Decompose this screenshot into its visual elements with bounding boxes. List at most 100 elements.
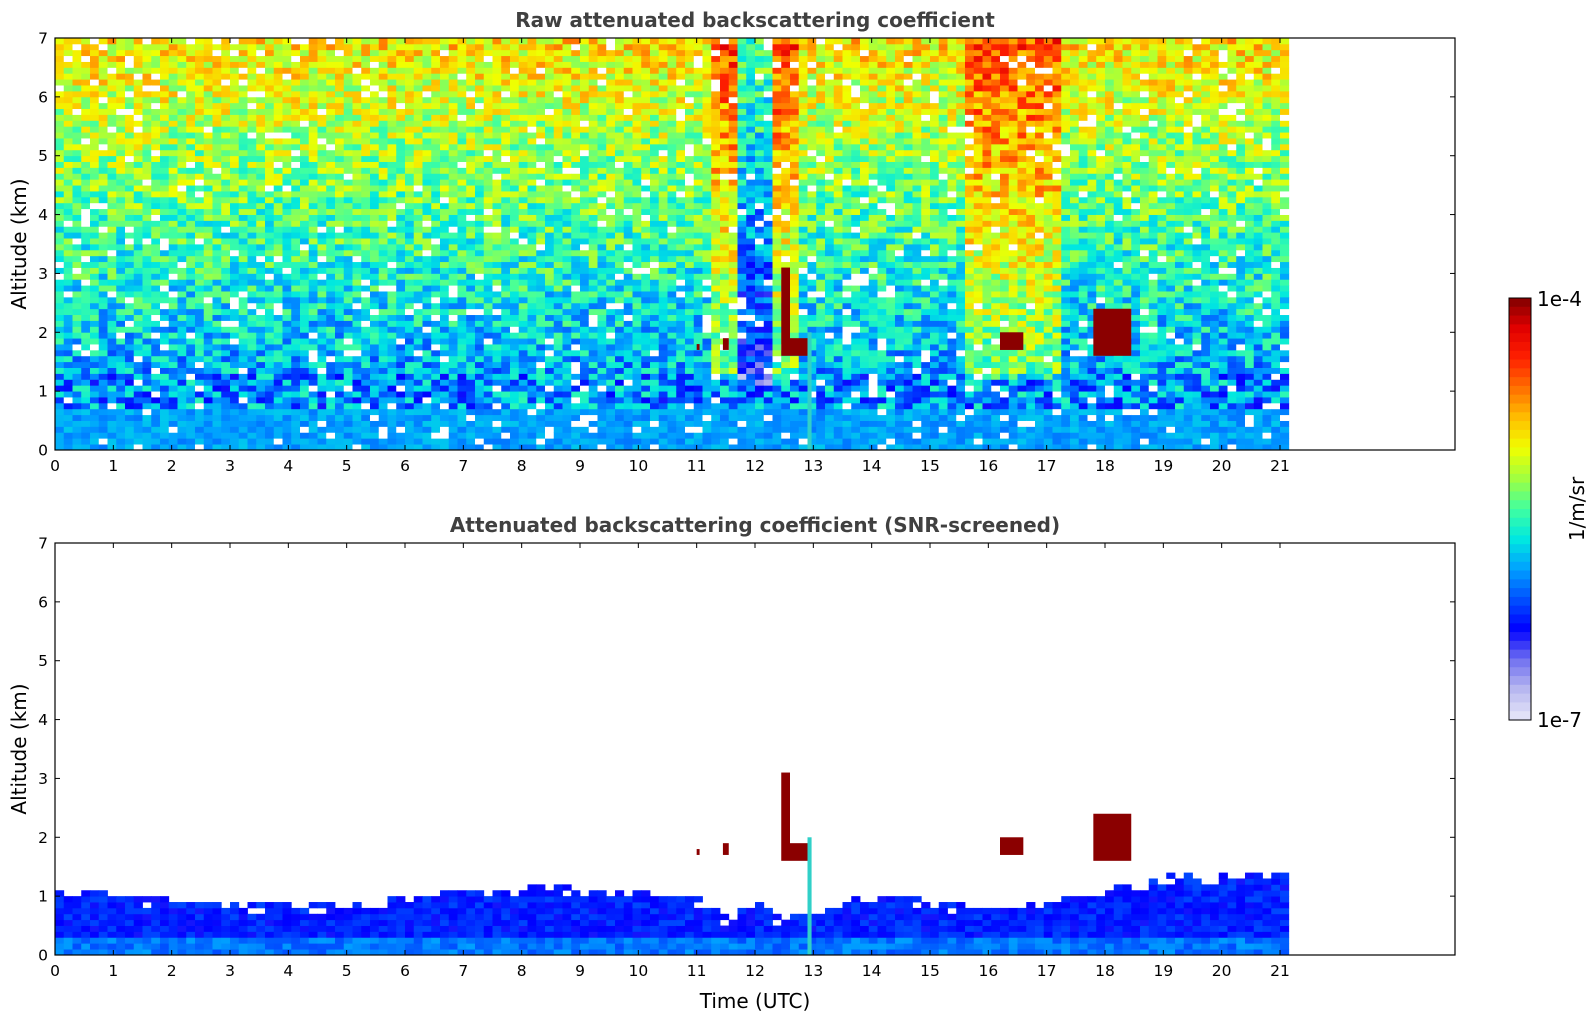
heatmap-cell (440, 273, 450, 280)
heatmap-cell (282, 397, 292, 404)
heatmap-cell (55, 261, 65, 268)
heatmap-cell (343, 143, 353, 151)
heatmap-cell (107, 291, 117, 298)
heatmap-cell (378, 161, 388, 168)
heatmap-cell (483, 43, 493, 51)
heatmap-cell (133, 202, 143, 210)
heatmap-cell (291, 73, 301, 80)
heatmap-cell (335, 314, 345, 321)
heatmap-cell (466, 332, 476, 339)
heatmap-cell (221, 349, 231, 357)
heatmap-cell (352, 208, 362, 215)
heatmap-cell (370, 220, 380, 227)
heatmap-cell (98, 285, 108, 292)
heatmap-cell (492, 155, 502, 162)
heatmap-cell (133, 320, 143, 327)
heatmap-cell (63, 132, 73, 139)
heatmap-cell (658, 408, 668, 416)
heatmap-cell (623, 279, 633, 286)
heatmap-cell (641, 173, 651, 180)
heatmap-cell (588, 226, 598, 233)
heatmap-cell (370, 249, 380, 257)
heatmap-cell (448, 196, 458, 204)
heatmap-cell (230, 379, 240, 386)
heatmap-cell (326, 314, 336, 321)
heatmap-cell (615, 214, 625, 221)
heatmap-cell (98, 149, 108, 157)
heatmap-cell (396, 161, 406, 168)
heatmap-cell (256, 55, 266, 62)
heatmap-cell (562, 361, 572, 368)
heatmap-cell (510, 73, 520, 80)
heatmap-cell (81, 55, 91, 62)
heatmap-cell (518, 191, 528, 198)
heatmap-cell (273, 314, 283, 321)
heatmap-cell (545, 244, 555, 251)
heatmap-cell (352, 338, 362, 345)
heatmap-cell (545, 179, 555, 186)
heatmap-cell (55, 255, 65, 263)
heatmap-cell (326, 149, 336, 157)
heatmap-cell (273, 126, 283, 133)
heatmap-cell (440, 120, 450, 127)
heatmap-cell (273, 114, 283, 121)
heatmap-cell (168, 238, 178, 245)
heatmap-cell (81, 308, 91, 316)
heatmap-cell (562, 43, 572, 51)
heatmap-cell (300, 90, 310, 98)
heatmap-cell (160, 90, 170, 98)
heatmap-cell (308, 61, 318, 68)
heatmap-cell (571, 420, 581, 427)
heatmap-cell (562, 249, 572, 257)
heatmap-cell (623, 379, 633, 386)
heatmap-cell (588, 397, 598, 404)
heatmap-cell (142, 238, 152, 245)
heatmap-cell (116, 344, 126, 351)
heatmap-cell (317, 126, 327, 133)
heatmap-cell (116, 285, 126, 292)
heatmap-cell (483, 185, 493, 192)
heatmap-cell (413, 420, 423, 427)
heatmap-cell (658, 173, 668, 180)
heatmap-cell (527, 420, 537, 427)
heatmap-cell (641, 344, 651, 351)
heatmap-cell (168, 102, 178, 110)
heatmap-cell (562, 432, 572, 439)
heatmap-cell (335, 149, 345, 157)
heatmap-cell (396, 126, 406, 133)
heatmap-cell (90, 202, 100, 210)
heatmap-cell (405, 85, 415, 92)
heatmap-cell (615, 232, 625, 239)
heatmap-cell (431, 373, 441, 380)
heatmap-cell (562, 167, 572, 174)
heatmap-cell (203, 314, 213, 321)
heatmap-cell (440, 314, 450, 321)
heatmap-cell (195, 367, 205, 374)
heatmap-cell (247, 402, 257, 410)
heatmap-cell (326, 249, 336, 257)
heatmap-cell (186, 355, 196, 363)
heatmap-cell (63, 273, 73, 280)
heatmap-cell (361, 238, 371, 245)
heatmap-cell (90, 385, 100, 392)
heatmap-cell (55, 438, 65, 445)
heatmap-cell (282, 120, 292, 127)
heatmap-cell (125, 420, 135, 427)
heatmap-cell (413, 102, 423, 110)
heatmap-cell (483, 179, 493, 186)
heatmap-cell (457, 302, 467, 310)
heatmap-cell (195, 155, 205, 162)
heatmap-cell (667, 302, 677, 310)
heatmap-cell (588, 108, 598, 115)
heatmap-cell (317, 161, 327, 168)
heatmap-cell (203, 120, 213, 127)
heatmap-cell (562, 226, 572, 233)
heatmap-cell (221, 320, 231, 327)
heatmap-cell (571, 267, 581, 274)
heatmap-cell (300, 143, 310, 151)
heatmap-cell (81, 432, 91, 439)
heatmap-cell (650, 273, 660, 280)
heatmap-cell (483, 214, 493, 221)
heatmap-cell (588, 238, 598, 245)
heatmap-cell (667, 391, 677, 398)
